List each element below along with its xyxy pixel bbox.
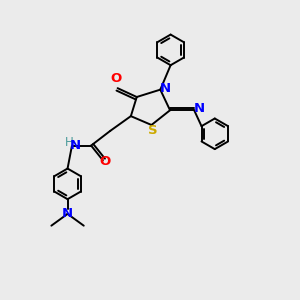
Text: O: O — [110, 72, 122, 85]
Text: N: N — [69, 139, 80, 152]
Text: O: O — [99, 155, 111, 168]
Text: N: N — [160, 82, 171, 95]
Text: S: S — [148, 124, 158, 137]
Text: N: N — [194, 102, 205, 115]
Text: N: N — [62, 207, 73, 220]
Text: H: H — [65, 136, 74, 148]
